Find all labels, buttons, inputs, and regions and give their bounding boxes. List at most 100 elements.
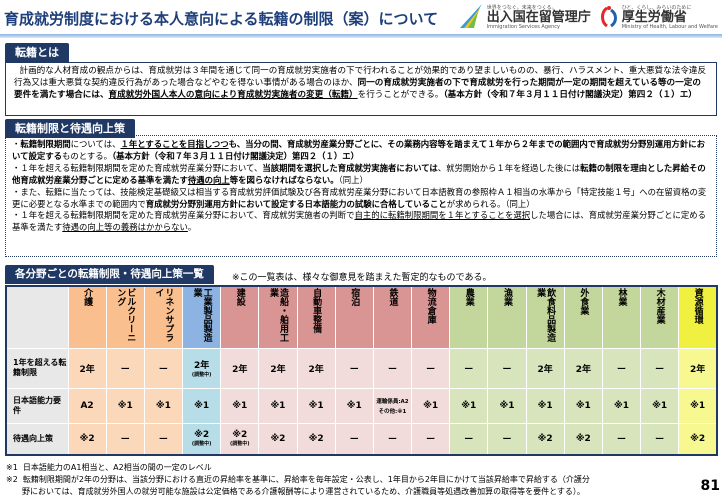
cell-value: ※1 [423, 400, 439, 411]
cell-value: ー [426, 435, 436, 446]
column-header-label: 漁業 [501, 287, 512, 306]
column-header: 木材産業 [640, 285, 680, 349]
column-header: 資源循環 [678, 285, 718, 349]
table-cell: ※2 (調整中) [220, 422, 260, 456]
table-cell: ー [487, 347, 527, 389]
cell-value: ※1 [613, 400, 629, 411]
table-cell: A2 [67, 387, 107, 424]
cell-value: ※2 [232, 430, 248, 441]
section2-box: ・転籍制限期間については、１年とすることを目指しつつも、当分の間、育成就労産業分… [5, 135, 717, 257]
column-header-label: 飲食料品製造業 [535, 287, 556, 342]
column-header: 自動車整備 [296, 285, 336, 349]
cell-value: 2年 [537, 364, 553, 375]
cell-value: ー [502, 364, 512, 375]
cell-value: ー [655, 435, 665, 446]
column-header: 外食業 [563, 285, 603, 349]
column-header-label: リネンサプライ [153, 287, 174, 342]
cell-value: 2年 [308, 364, 324, 375]
table-cell: 運輸係員:A2 その他:※1 [372, 387, 413, 424]
table-cell: 2年 [258, 347, 298, 389]
table-cell: ※1 [105, 387, 145, 424]
table-cell: ー [143, 422, 184, 456]
cell-value: ※2 [537, 433, 553, 444]
table-cell: 2年 [563, 347, 603, 389]
table-cell: ー [640, 422, 680, 456]
table-cell: ※1 [525, 387, 565, 424]
table-cell: ※2 [563, 422, 603, 456]
isa-mark-icon [459, 4, 482, 28]
table-cell: ー [372, 347, 413, 389]
table-cell: ※1 [220, 387, 260, 424]
cell-value: 2年 [689, 364, 706, 375]
table-cell: ー [411, 422, 451, 456]
column-header: 工業製品製造業 [182, 285, 222, 349]
cell-value: ※1 [575, 400, 591, 411]
cell-value: ー [426, 364, 436, 375]
cell-value: ※1 [346, 400, 362, 411]
table-cell: ※1 [640, 387, 680, 424]
table-cell: ※1 [334, 387, 374, 424]
cell-value: ※1 [461, 400, 477, 411]
sector-table: 介護 ビルクリーニング リネンサプライ 工業製品製造業 建設 造船・舶用工業 自動車整備 宿泊… [5, 285, 718, 456]
column-header: ビルクリーニング [105, 285, 145, 349]
table-cell: ※1 [601, 387, 642, 424]
cell-value: 2年 [270, 364, 286, 375]
cell-value: ー [120, 364, 130, 375]
cell-value: ー [158, 364, 168, 375]
cell-value: ※2 [575, 433, 591, 444]
cell-value: ※2 [308, 433, 324, 444]
table-cell: ※1 [258, 387, 298, 424]
cell-value: 2年 [193, 361, 210, 371]
cell-value: ※2 [270, 433, 286, 444]
table-cell: ※1 [143, 387, 184, 424]
column-header: 飲食料品製造業 [525, 285, 565, 349]
cell-value: 運輸係員:A2 その他:※1 [376, 398, 409, 415]
footnote-2-cont: 野においては、育成就労外国人の就労可能な施設は公定価格である介護報酬等により運営… [22, 487, 585, 496]
cell-value: ※1 [155, 400, 171, 411]
table-cell: ※2 [258, 422, 298, 456]
header-rule [0, 34, 722, 38]
footnote-1: ※1 日本語能力のA1相当と、A2相当の間の一定のレベル [6, 463, 212, 472]
mhlw-logo: ひと、くらし、みらいのために 厚生労働省 Ministry of Health, L… [599, 4, 718, 30]
cell-value: ※1 [270, 400, 286, 411]
page-title: 育成就労制度における本人意向による転籍の制限（案）について [4, 10, 439, 28]
isa-name: 出入国在留管理庁 [486, 10, 591, 25]
mhlw-mark-icon [600, 6, 617, 28]
column-header-label: 鉄道 [387, 287, 398, 306]
cell-value: ※1 [499, 400, 515, 411]
cell-value: 2年 [232, 364, 248, 375]
corner-cell [5, 285, 69, 349]
table-cell: ー [143, 347, 184, 389]
table-cell: ー [487, 422, 527, 456]
table-cell: 2年 [220, 347, 260, 389]
section1-tab: 転籍とは [5, 43, 69, 62]
column-header: リネンサプライ [143, 285, 184, 349]
column-header: 介護 [67, 285, 107, 349]
cell-value: A2 [80, 400, 94, 411]
column-header-label: 介護 [82, 287, 93, 306]
cell-value: ー [349, 435, 359, 446]
table-cell: ー [449, 422, 489, 456]
table-cell: ※1 [563, 387, 603, 424]
column-header-label: 工業製品製造業 [191, 287, 212, 342]
cell-value: ー [387, 435, 397, 446]
table-cell: ※1 [678, 387, 718, 424]
section2-tab: 転籍制限と待遇向上策 [5, 119, 135, 138]
table-cell: ※2 [678, 422, 718, 456]
cell-value: 2年 [79, 364, 95, 375]
cell-value: ー [387, 364, 397, 375]
cell-value: 2年 [575, 364, 591, 375]
cell-value: ー [464, 364, 474, 375]
column-header: 林業 [601, 285, 642, 349]
cell-value: ※1 [194, 400, 210, 411]
footnote-2: ※2 転籍制限期間が2年の分野は、当該分野における直近の昇給率を基準に、昇給率を… [6, 475, 590, 484]
table-cell: ※2 [296, 422, 336, 456]
isa-tagline: 世界をつなぐ。未来をつくる。 [486, 5, 557, 11]
table-note: ※この一覧表は、様々な御意見を踏まえた暫定的なものである。 [232, 273, 492, 283]
table-cell: ー [411, 347, 451, 389]
cell-value: ※1 [308, 400, 324, 411]
table-cell: ー [334, 347, 374, 389]
mhlw-name: 厚生労働省 [621, 10, 687, 25]
column-header-label: 造船・舶用工業 [267, 287, 288, 342]
cell-value: ー [502, 435, 512, 446]
